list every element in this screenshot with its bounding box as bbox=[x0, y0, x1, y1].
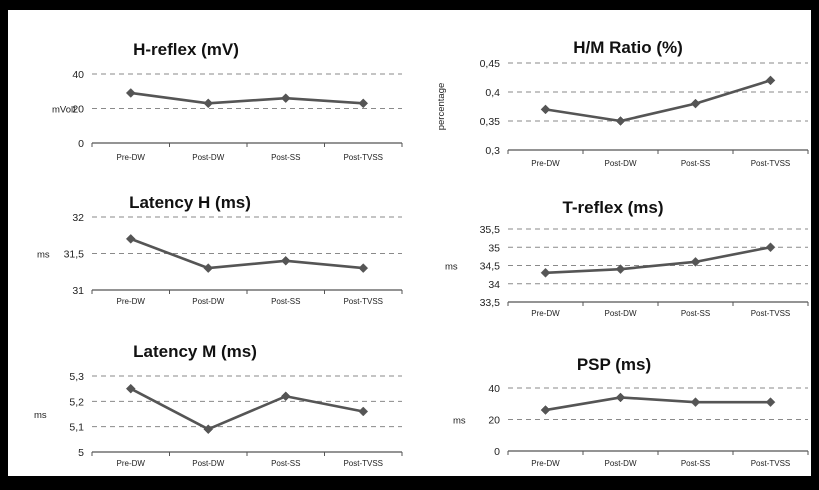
data-point bbox=[615, 264, 626, 275]
data-point bbox=[203, 424, 214, 435]
data-point bbox=[690, 98, 701, 109]
y-tick-label: 0,35 bbox=[480, 116, 501, 128]
x-tick-label: Post-TVSS bbox=[343, 153, 383, 162]
x-tick-label: Post-SS bbox=[271, 297, 300, 306]
y-tick-label: 32 bbox=[72, 212, 84, 224]
x-tick-label: Post-TVSS bbox=[751, 309, 791, 318]
y-tick-label: 0,45 bbox=[480, 58, 501, 70]
data-point bbox=[765, 397, 776, 408]
y-axis-label: ms bbox=[37, 250, 50, 261]
x-tick-label: Post-TVSS bbox=[751, 159, 791, 168]
data-point bbox=[280, 255, 291, 266]
data-point bbox=[125, 88, 136, 98]
series-line bbox=[130, 91, 364, 105]
chart-title: Latency H (ms) bbox=[129, 193, 251, 212]
data-point bbox=[690, 256, 701, 267]
y-axis-label: mVolt bbox=[52, 105, 76, 116]
y-tick-label: 40 bbox=[72, 69, 84, 81]
data-point bbox=[765, 242, 776, 253]
x-tick-label: Pre-DW bbox=[117, 297, 146, 306]
chart-panel-5: Latency M (ms) 5 5,1 5,2 5,3 Pre-DW Post-DW Pos… bbox=[34, 342, 403, 468]
y-tick-label: 20 bbox=[488, 415, 500, 427]
series-line bbox=[545, 79, 771, 123]
chart-title: T-reflex (ms) bbox=[562, 198, 663, 217]
x-tick-label: Pre-DW bbox=[531, 159, 560, 168]
y-tick-label: 33,5 bbox=[480, 297, 501, 309]
chart-panel-2: H/M Ratio (%) 0,3 0,35 0,4 0,45 Pre-DW Post-DW… bbox=[436, 38, 809, 168]
x-tick-label: Post-DW bbox=[192, 153, 224, 162]
y-tick-label: 40 bbox=[488, 383, 500, 395]
x-tick-label: Post-SS bbox=[271, 459, 300, 468]
y-tick-label: 0,3 bbox=[485, 145, 500, 157]
x-tick-label: Post-TVSS bbox=[751, 459, 791, 468]
y-tick-label: 20 bbox=[72, 104, 84, 116]
data-point bbox=[203, 263, 214, 273]
chart-title: PSP (ms) bbox=[577, 355, 651, 374]
y-tick-label: 31,5 bbox=[64, 249, 85, 261]
data-point bbox=[125, 234, 136, 244]
y-tick-label: 31 bbox=[72, 285, 84, 297]
y-tick-label: 0 bbox=[494, 446, 500, 458]
y-tick-label: 34,5 bbox=[480, 261, 501, 273]
x-tick-label: Post-DW bbox=[605, 159, 637, 168]
data-point bbox=[125, 383, 136, 394]
y-tick-label: 0 bbox=[78, 138, 84, 150]
y-axis-label: ms bbox=[445, 262, 458, 273]
x-tick-label: Pre-DW bbox=[531, 459, 560, 468]
x-tick-label: Post-DW bbox=[192, 297, 224, 306]
data-point bbox=[615, 116, 626, 126]
x-tick-label: Pre-DW bbox=[117, 153, 146, 162]
x-tick-label: Post-DW bbox=[605, 309, 637, 318]
y-tick-label: 5,3 bbox=[69, 371, 84, 383]
x-tick-label: Post-SS bbox=[681, 159, 710, 168]
y-tick-label: 35,5 bbox=[480, 224, 501, 236]
data-point bbox=[540, 405, 551, 415]
x-tick-label: Pre-DW bbox=[531, 309, 560, 318]
x-tick-label: Post-SS bbox=[681, 459, 710, 468]
chart-title: H-reflex (mV) bbox=[133, 40, 239, 59]
data-point bbox=[358, 98, 369, 109]
data-point bbox=[765, 75, 776, 86]
data-point bbox=[615, 392, 626, 403]
x-tick-label: Post-TVSS bbox=[343, 459, 383, 468]
data-point bbox=[540, 267, 551, 278]
data-point bbox=[540, 104, 551, 115]
data-point bbox=[690, 397, 701, 408]
y-axis-label: percentage bbox=[436, 83, 447, 131]
chart-figure: H-reflex (mV) 0 20 40 Pre-DW Post-DW Post-SS Po… bbox=[34, 38, 809, 468]
y-axis-label: ms bbox=[453, 416, 466, 427]
data-point bbox=[203, 98, 214, 109]
y-tick-label: 5,2 bbox=[69, 396, 84, 408]
y-axis-label: ms bbox=[34, 410, 47, 421]
chart-panel-4: T-reflex (ms) 33,5 34 34,5 35 35,5 Pre-DW Post-… bbox=[445, 198, 809, 318]
x-tick-label: Pre-DW bbox=[117, 459, 146, 468]
data-point bbox=[280, 93, 291, 104]
series-line bbox=[130, 387, 364, 431]
series-line bbox=[130, 237, 364, 270]
x-tick-label: Post-TVSS bbox=[343, 297, 383, 306]
chart-title: Latency M (ms) bbox=[133, 342, 257, 361]
chart-title: H/M Ratio (%) bbox=[573, 38, 683, 57]
data-point bbox=[280, 391, 291, 402]
data-point bbox=[358, 263, 369, 273]
chart-panel-6: PSP (ms) 0 20 40 Pre-DW Post-DW Post-SS Post-TV… bbox=[453, 355, 809, 468]
chart-panel-3: Latency H (ms) 31 31,5 32 Pre-DW Post-DW Post-… bbox=[37, 193, 403, 306]
data-point bbox=[358, 406, 369, 417]
y-tick-label: 34 bbox=[488, 279, 500, 291]
series-line bbox=[545, 396, 771, 412]
series-line bbox=[545, 245, 771, 275]
chart-panel-1: H-reflex (mV) 0 20 40 Pre-DW Post-DW Post-SS Po… bbox=[52, 40, 403, 162]
y-tick-label: 5 bbox=[78, 447, 84, 459]
x-tick-label: Post-SS bbox=[271, 153, 300, 162]
x-tick-label: Post-DW bbox=[605, 459, 637, 468]
y-tick-label: 0,4 bbox=[485, 87, 500, 99]
y-tick-label: 5,1 bbox=[69, 422, 84, 434]
y-tick-label: 35 bbox=[488, 242, 500, 254]
x-tick-label: Post-DW bbox=[192, 459, 224, 468]
x-tick-label: Post-SS bbox=[681, 309, 710, 318]
